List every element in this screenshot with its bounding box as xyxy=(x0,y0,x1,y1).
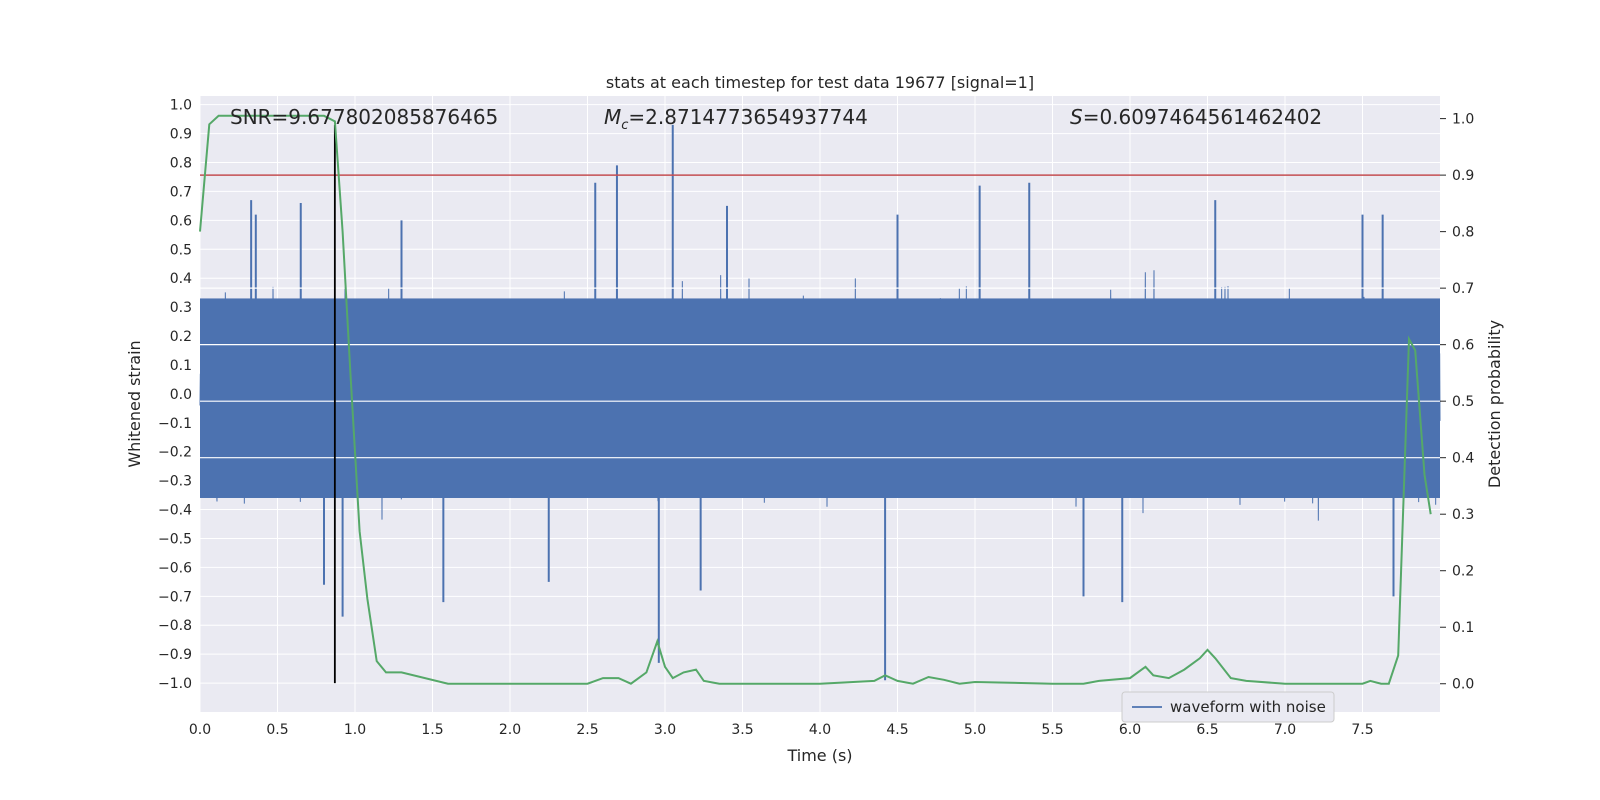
x-tick-label: 6.0 xyxy=(1119,722,1141,738)
right-y-tick-label: 0.1 xyxy=(1452,620,1474,636)
left-y-tick-label: −0.8 xyxy=(158,618,192,634)
s-value: =0.6097464561462402 xyxy=(1083,105,1322,129)
left-y-tick-label: −0.7 xyxy=(158,589,192,605)
chirp-mass-annotation: Mc=2.8714773654937744 xyxy=(604,105,868,133)
right-y-tick-label: 0.4 xyxy=(1452,451,1474,467)
x-tick-label: 4.5 xyxy=(886,722,908,738)
right-y-tick-label: 0.2 xyxy=(1452,564,1474,580)
s-annotation: S=0.6097464561462402 xyxy=(1070,105,1322,129)
x-tick-label: 6.5 xyxy=(1196,722,1218,738)
waveform-dense-band xyxy=(200,298,1440,498)
waveform-series xyxy=(199,124,1441,681)
left-y-tick-label: 0.0 xyxy=(170,387,192,403)
legend-label: waveform with noise xyxy=(1170,698,1326,716)
x-tick-label: 7.5 xyxy=(1351,722,1373,738)
left-y-tick-label: −0.5 xyxy=(158,531,192,547)
left-y-tick-label: −0.6 xyxy=(158,560,192,576)
x-axis-label: Time (s) xyxy=(786,746,852,765)
left-y-tick-label: 0.7 xyxy=(170,184,192,200)
left-y-tick-label: 0.9 xyxy=(170,127,192,143)
x-tick-label: 0.5 xyxy=(266,722,288,738)
left-y-tick-label: −0.2 xyxy=(158,445,192,461)
x-tick-label: 5.5 xyxy=(1041,722,1063,738)
left-y-tick-label: −0.4 xyxy=(158,503,192,519)
right-y-tick-label: 0.7 xyxy=(1452,281,1474,297)
x-tick-label: 2.5 xyxy=(576,722,598,738)
right-y-tick-label: 0.0 xyxy=(1452,677,1474,693)
left-y-tick-label: 0.2 xyxy=(170,329,192,345)
left-y-tick-label: 0.1 xyxy=(170,358,192,374)
left-y-tick-label: 1.0 xyxy=(170,98,192,114)
x-tick-label: 0.0 xyxy=(189,722,211,738)
x-tick-label: 5.0 xyxy=(964,722,986,738)
right-y-tick-label: 0.3 xyxy=(1452,507,1474,523)
x-tick-label: 1.0 xyxy=(344,722,366,738)
x-tick-label: 2.0 xyxy=(499,722,521,738)
legend: waveform with noise xyxy=(1121,691,1335,723)
left-y-tick-label: 0.6 xyxy=(170,213,192,229)
chirp-mass-value: =2.8714773654937744 xyxy=(628,105,867,129)
x-tick-label: 4.0 xyxy=(809,722,831,738)
x-tick-label: 7.0 xyxy=(1274,722,1296,738)
left-y-axis-label: Whitened strain xyxy=(125,340,144,467)
x-tick-label: 3.0 xyxy=(654,722,676,738)
x-axis-ticks: 0.0 0.5 1.0 1.5 2.0 2.5 3.0 3.5 4.0 4.5 5.0 5.5 6.0 6… xyxy=(189,722,1374,738)
right-y-tick-label: 0.5 xyxy=(1452,394,1474,410)
left-y-tick-label: 0.8 xyxy=(170,156,192,172)
legend-box xyxy=(1121,691,1335,723)
chirp-mass-subscript: c xyxy=(621,118,628,133)
right-y-axis-label: Detection probability xyxy=(1485,320,1504,488)
left-y-tick-label: 0.4 xyxy=(170,271,192,287)
left-y-tick-label: −0.3 xyxy=(158,474,192,490)
left-y-tick-label: 0.5 xyxy=(170,242,192,258)
overlay-lines xyxy=(199,114,1440,685)
left-y-tick-label: −1.0 xyxy=(158,676,192,692)
chart-title: stats at each timestep for test data 196… xyxy=(606,73,1034,92)
snr-annotation: SNR=9.677802085876465 xyxy=(230,105,498,129)
right-y-axis-ticks: 0.0 0.1 0.2 0.3 0.4 0.5 0.6 0.7 0.8 0.9 1.0 xyxy=(1440,112,1474,693)
left-y-tick-label: 0.3 xyxy=(170,300,192,316)
right-y-tick-label: 1.0 xyxy=(1452,112,1474,128)
detection-probability-line xyxy=(199,114,1432,685)
s-symbol: S xyxy=(1070,105,1083,129)
right-y-tick-label: 0.9 xyxy=(1452,168,1474,184)
left-y-tick-label: −0.9 xyxy=(158,647,192,663)
left-y-axis-ticks: −1.0 −0.9 −0.8 −0.7 −0.6 −0.5 −0.4 −0.3 −0.2 −0.1… xyxy=(158,98,192,692)
left-y-tick-label: −0.1 xyxy=(158,416,192,432)
right-y-tick-label: 0.6 xyxy=(1452,338,1474,354)
x-tick-label: 1.5 xyxy=(421,722,443,738)
x-tick-label: 3.5 xyxy=(731,722,753,738)
right-y-tick-label: 0.8 xyxy=(1452,225,1474,241)
chirp-mass-symbol: M xyxy=(604,105,621,129)
